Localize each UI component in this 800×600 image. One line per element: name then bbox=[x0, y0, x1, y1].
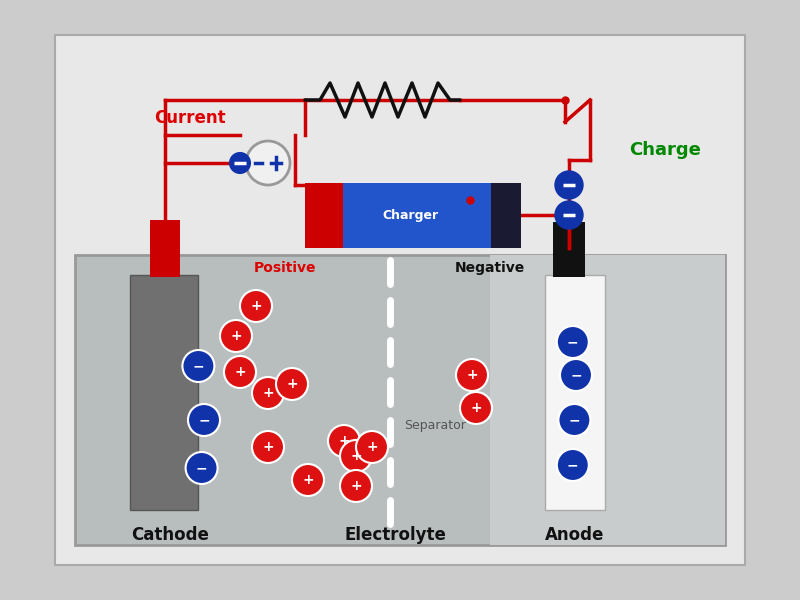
Text: +: + bbox=[466, 368, 478, 382]
Circle shape bbox=[188, 404, 220, 436]
Circle shape bbox=[182, 350, 214, 382]
Text: −: − bbox=[193, 359, 204, 373]
Bar bbox=[305, 183, 343, 248]
Text: Current: Current bbox=[154, 109, 226, 127]
Circle shape bbox=[252, 431, 284, 463]
Circle shape bbox=[224, 356, 256, 388]
Circle shape bbox=[356, 431, 388, 463]
Text: +: + bbox=[230, 329, 242, 343]
Bar bbox=[75, 255, 725, 545]
Circle shape bbox=[460, 392, 492, 424]
Circle shape bbox=[230, 153, 250, 173]
Bar bbox=[130, 275, 198, 510]
Text: +: + bbox=[262, 386, 274, 400]
Circle shape bbox=[328, 425, 360, 457]
Text: Separator: Separator bbox=[404, 419, 466, 431]
Circle shape bbox=[276, 368, 308, 400]
Text: +: + bbox=[338, 434, 350, 448]
Text: +: + bbox=[350, 479, 362, 493]
Circle shape bbox=[246, 141, 290, 185]
Circle shape bbox=[252, 377, 284, 409]
Text: +: + bbox=[262, 440, 274, 454]
Text: +: + bbox=[286, 377, 298, 391]
Circle shape bbox=[456, 359, 488, 391]
Bar bbox=[55, 35, 745, 565]
Circle shape bbox=[557, 326, 589, 358]
Bar bbox=[343, 183, 491, 248]
Circle shape bbox=[558, 404, 590, 436]
Bar bbox=[553, 222, 585, 277]
Text: −: − bbox=[567, 335, 578, 349]
Text: Charge: Charge bbox=[629, 141, 701, 159]
Circle shape bbox=[557, 449, 589, 481]
Text: +: + bbox=[234, 365, 246, 379]
Circle shape bbox=[555, 171, 583, 199]
Bar bbox=[491, 183, 521, 248]
Text: +: + bbox=[302, 473, 314, 487]
Circle shape bbox=[292, 464, 324, 496]
Circle shape bbox=[340, 470, 372, 502]
Text: +: + bbox=[470, 401, 482, 415]
Text: Cathode: Cathode bbox=[131, 526, 209, 544]
Bar bbox=[545, 275, 605, 510]
Text: +: + bbox=[366, 440, 378, 454]
Bar bbox=[150, 220, 180, 277]
Text: −: − bbox=[570, 368, 582, 382]
Text: −: − bbox=[569, 413, 580, 427]
Bar bbox=[490, 255, 725, 545]
Circle shape bbox=[555, 201, 583, 229]
Text: −: − bbox=[567, 458, 578, 472]
Text: Positive: Positive bbox=[254, 261, 316, 275]
Text: Electrolyte: Electrolyte bbox=[344, 526, 446, 544]
Text: Anode: Anode bbox=[546, 526, 605, 544]
Circle shape bbox=[220, 320, 252, 352]
Circle shape bbox=[240, 290, 272, 322]
Text: +: + bbox=[250, 299, 262, 313]
Text: Charger: Charger bbox=[382, 208, 438, 221]
Text: +: + bbox=[350, 449, 362, 463]
Circle shape bbox=[560, 359, 592, 391]
Text: −: − bbox=[198, 413, 210, 427]
Circle shape bbox=[340, 440, 372, 472]
Text: Negative: Negative bbox=[455, 261, 525, 275]
Text: −: − bbox=[196, 461, 207, 475]
Circle shape bbox=[186, 452, 218, 484]
